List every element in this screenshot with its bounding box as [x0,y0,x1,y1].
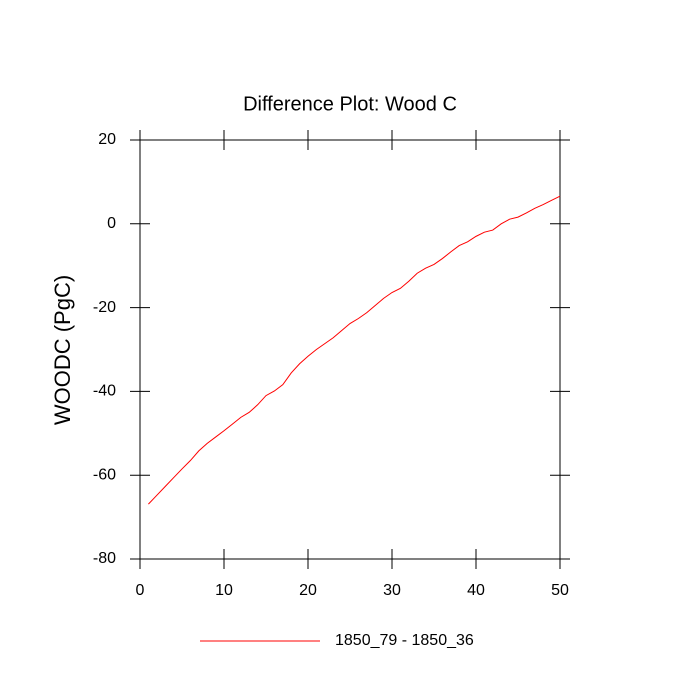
legend-label: 1850_79 - 1850_36 [335,632,474,649]
y-tick-label: -20 [93,299,116,316]
data-line [148,195,561,505]
plot-frame [139,139,561,560]
x-tick-label: 10 [215,582,233,599]
chart-title: Difference Plot: Wood C [243,93,457,115]
y-tick-label: -80 [93,550,116,567]
y-axis-label: WOODC (PgC) [50,275,75,425]
x-tick-label: 30 [383,582,401,599]
x-tick-label: 50 [551,582,569,599]
y-tick-label: -40 [93,383,116,400]
y-tick-label: 0 [107,215,116,232]
x-tick-label: 20 [299,582,317,599]
x-tick-label: 0 [136,582,145,599]
x-tick-label: 40 [467,582,485,599]
y-tick-label: -60 [93,466,116,483]
y-tick-label: 20 [98,131,116,148]
